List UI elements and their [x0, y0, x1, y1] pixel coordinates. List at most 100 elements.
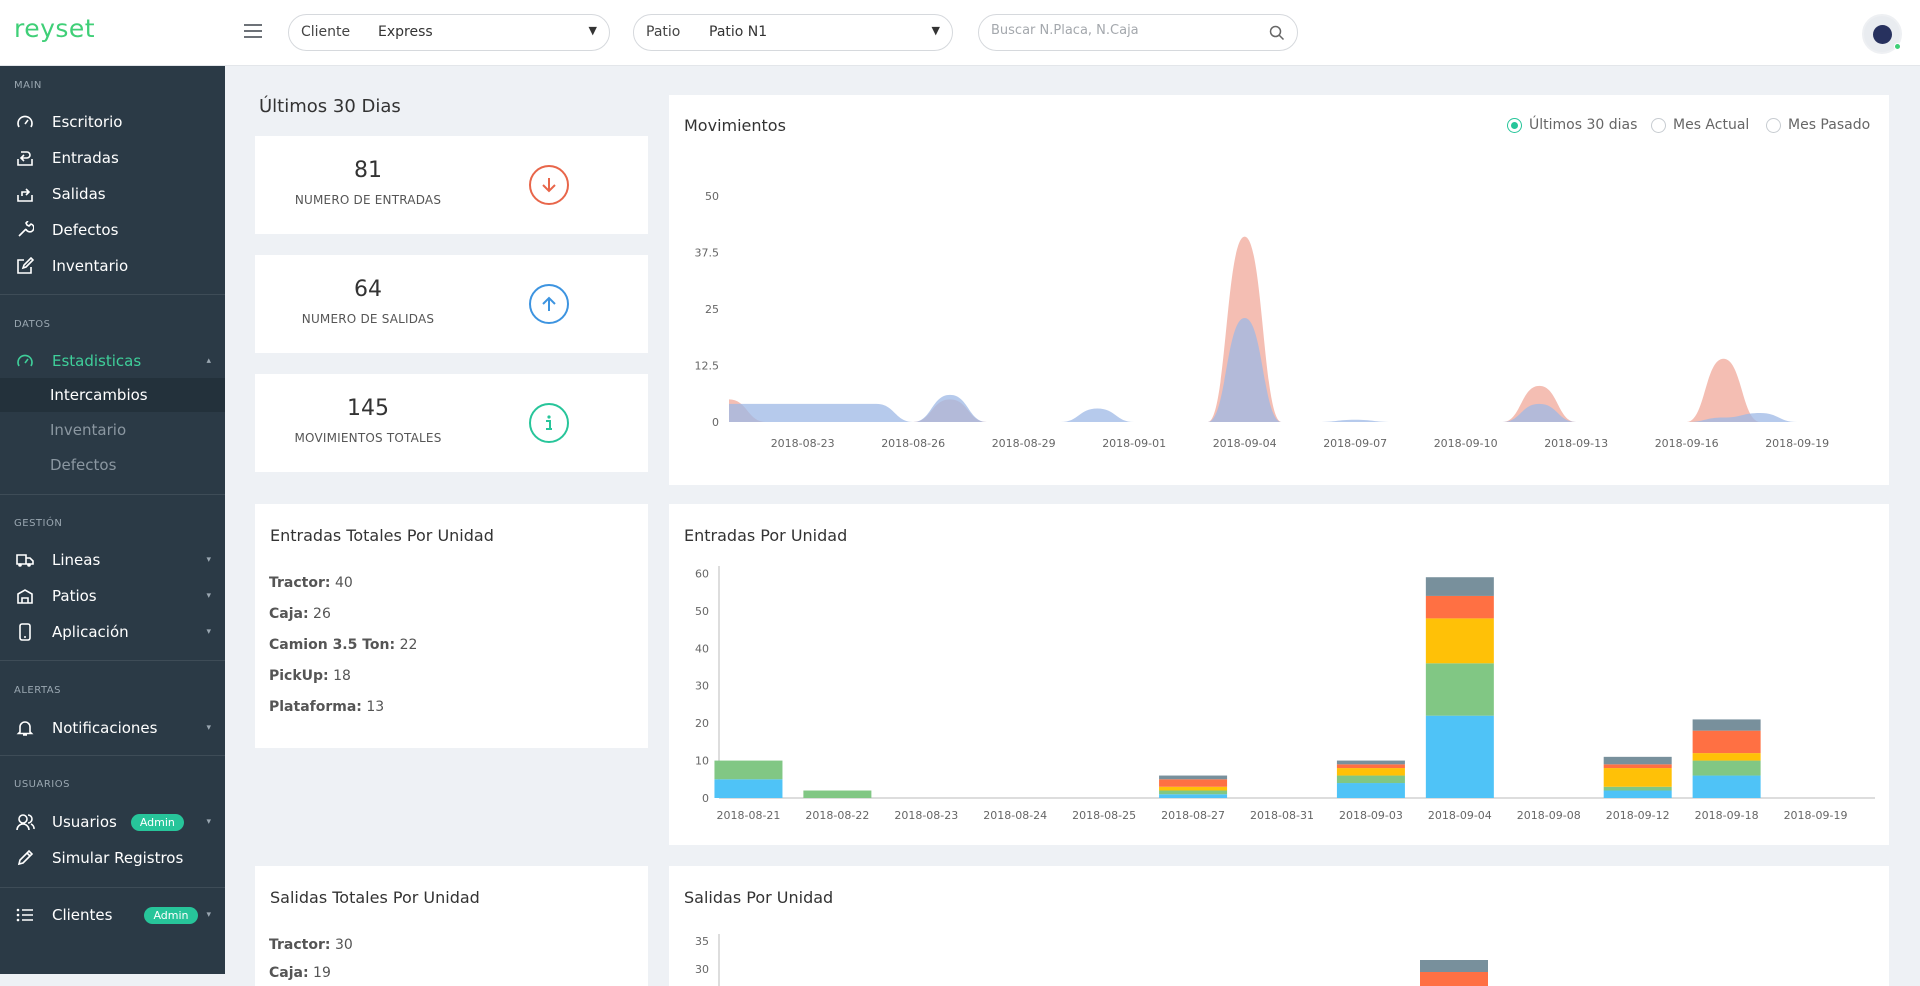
bar-segment — [1425, 715, 1494, 798]
nav-item-aplicacion[interactable]: Aplicación ▾ — [0, 615, 225, 649]
exit-icon — [14, 183, 36, 205]
radio-unselected-icon — [1651, 117, 1666, 133]
y-tick-label: 20 — [695, 717, 709, 730]
x-tick-label: 2018-09-13 — [1544, 437, 1608, 450]
nav-item-patios[interactable]: Patios ▾ — [0, 579, 225, 613]
bar-segment — [1336, 775, 1405, 784]
nav-item-usuarios[interactable]: Usuarios Admin ▾ — [0, 805, 225, 839]
x-tick-label: 2018-09-08 — [1517, 809, 1581, 822]
salidas-por-unidad-card: Salidas Por Unidad 35 30 — [669, 866, 1889, 986]
bar-segment — [1692, 719, 1761, 731]
nav-item-lineas[interactable]: Lineas ▾ — [0, 543, 225, 577]
unit-label: Plataforma: — [269, 699, 362, 715]
unit-label: Camion 3.5 Ton: — [269, 637, 396, 653]
admin-badge: Admin — [130, 813, 184, 831]
bar-segment — [1692, 730, 1761, 754]
card-title: Salidas Totales Por Unidad — [270, 888, 480, 907]
nav-label: Defectos — [52, 221, 119, 239]
movimientos-area-chart: 0 12.5 25 37.5 50 2018-08-23 2018-08-26 2018-08… — [695, 190, 1834, 450]
x-tick-label: 2018-08-23 — [894, 809, 958, 822]
gauge-icon — [14, 350, 36, 372]
radio-mes-actual[interactable]: Mes Actual — [1651, 117, 1749, 133]
search-icon[interactable] — [1269, 25, 1285, 41]
unit-row: Caja: 19 — [269, 965, 331, 981]
avatar[interactable] — [1862, 14, 1902, 54]
sidebar-divider — [0, 660, 225, 661]
stat-value: 64 — [354, 277, 382, 302]
stat-card-movimientos: 145 MOVIMIENTOS TOTALES — [255, 374, 648, 472]
subnav-item-inventario[interactable]: Inventario — [50, 421, 127, 439]
chevron-down-icon: ▾ — [206, 555, 211, 565]
section-label-gestion: GESTIÓN — [14, 518, 63, 529]
x-tick-label: 2018-09-03 — [1339, 809, 1403, 822]
entry-icon — [14, 147, 36, 169]
nav-label: Estadisticas — [52, 352, 142, 370]
cliente-select[interactable]: Cliente Express ▼ — [288, 14, 610, 51]
info-circle-icon — [529, 403, 569, 443]
nav-item-simular-registros[interactable]: Simular Registros — [0, 841, 225, 875]
x-tick-label: 2018-08-29 — [992, 437, 1056, 450]
x-tick-label: 2018-08-26 — [881, 437, 945, 450]
section-label-main: MAIN — [14, 80, 42, 91]
bar-segment — [1420, 972, 1488, 986]
salidas-bar-chart: 35 30 — [695, 934, 1488, 986]
stat-value: 81 — [354, 158, 382, 183]
area-series — [729, 318, 1834, 422]
y-tick-label: 0 — [702, 792, 709, 805]
sidebar: MAIN Escritorio Entradas Salidas Defecto… — [0, 66, 225, 974]
radio-mes-pasado[interactable]: Mes Pasado — [1766, 117, 1870, 133]
radio-label: Mes Actual — [1673, 117, 1750, 133]
nav-item-escritorio[interactable]: Escritorio — [0, 105, 225, 139]
x-tick-label: 2018-08-31 — [1250, 809, 1314, 822]
nav-item-inventario[interactable]: Inventario — [0, 249, 225, 283]
x-tick-label: 2018-09-16 — [1655, 437, 1719, 450]
nav-item-clientes[interactable]: Clientes Admin ▾ — [0, 898, 225, 932]
chevron-up-icon: ▴ — [206, 356, 211, 366]
patio-select[interactable]: Patio Patio N1 ▼ — [633, 14, 953, 51]
radio-selected-icon — [1507, 117, 1522, 133]
sidebar-divider — [0, 887, 225, 888]
y-tick-label: 37.5 — [695, 247, 720, 260]
list-icon — [14, 904, 36, 926]
subnav-item-defectos[interactable]: Defectos — [50, 456, 117, 474]
card-title: Salidas Por Unidad — [684, 888, 834, 907]
entradas-bar-chart: 0 10 20 30 40 50 60 2018-08-21 2018-08-22 2018-08… — [695, 566, 1875, 822]
bar-segment — [1692, 775, 1761, 798]
warehouse-icon — [14, 585, 36, 607]
bar-segment — [1425, 618, 1494, 664]
bar-segment — [714, 779, 783, 798]
x-tick-label: 2018-09-01 — [1102, 437, 1166, 450]
x-tick-label: 2018-08-25 — [1072, 809, 1136, 822]
y-tick-label: 12.5 — [695, 360, 720, 373]
logo[interactable]: reyset — [14, 14, 96, 43]
unit-value: 22 — [399, 637, 418, 653]
section-label-datos: DATOS — [14, 319, 51, 330]
unit-row: Camion 3.5 Ton: 22 — [269, 637, 417, 653]
arrow-down-circle-icon — [529, 165, 569, 205]
bar-segment — [1692, 753, 1761, 761]
nav-item-entradas[interactable]: Entradas — [0, 141, 225, 175]
radio-ultimos-30[interactable]: Últimos 30 dias — [1507, 117, 1637, 133]
y-tick-label: 0 — [712, 416, 719, 429]
nav-item-notificaciones[interactable]: Notificaciones ▾ — [0, 711, 225, 745]
dashboard-icon — [14, 111, 36, 133]
bar-segment — [1603, 764, 1672, 769]
bar-segment — [1603, 790, 1672, 798]
nav-item-estadisticas[interactable]: Estadisticas ▴ — [0, 344, 225, 378]
menu-toggle-icon[interactable] — [244, 24, 262, 38]
subnav-item-intercambios[interactable]: Intercambios — [0, 378, 225, 412]
chevron-down-icon: ▾ — [206, 723, 211, 733]
radio-unselected-icon — [1766, 117, 1781, 133]
nav-item-defectos[interactable]: Defectos — [0, 213, 225, 247]
nav-item-salidas[interactable]: Salidas — [0, 177, 225, 211]
search-input[interactable] — [991, 23, 1251, 38]
y-tick-label: 60 — [695, 567, 709, 580]
top-bar: reyset Cliente Express ▼ Patio Patio N1 … — [0, 0, 1920, 66]
x-tick-label: 2018-09-19 — [1784, 809, 1848, 822]
unit-label: Caja: — [269, 965, 309, 981]
unit-label: Caja: — [269, 606, 309, 622]
bell-icon — [14, 717, 36, 739]
x-tick-label: 2018-09-04 — [1428, 809, 1492, 822]
avatar-image — [1873, 25, 1892, 44]
y-tick-label: 10 — [695, 755, 709, 768]
